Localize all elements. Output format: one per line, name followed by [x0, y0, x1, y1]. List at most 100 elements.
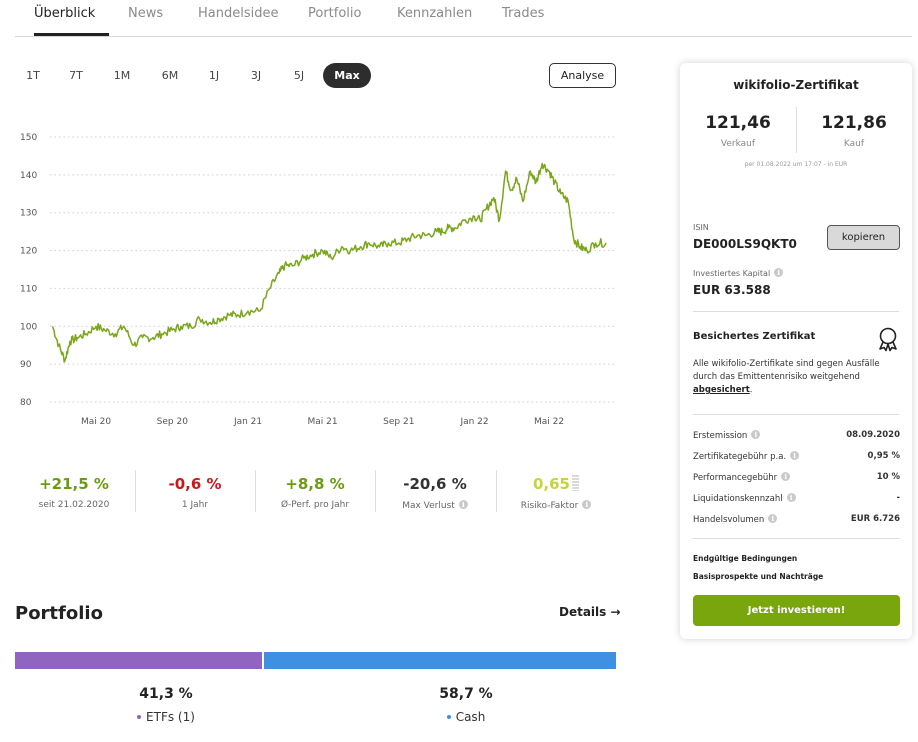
kpi-max-loss: -20,6 % Max Verlust i [375, 475, 495, 511]
x-tick-label: Mai 22 [534, 417, 564, 427]
certificate-card: wikifolio-Zertifikat 121,46 Verkauf 121,… [680, 63, 912, 639]
tab-kennzahlen[interactable]: Kennzahlen [397, 6, 473, 21]
kpi-risk-factor: 0,65 Risiko-Faktor i [496, 475, 616, 511]
kpi-performance-annual: +8,8 % Ø-Perf. pro Jahr [255, 475, 375, 510]
kpi-value-wrap: 0,65 [496, 475, 616, 493]
range-1t[interactable]: 1T [26, 69, 40, 82]
card-divider [693, 538, 899, 539]
active-tab-indicator [34, 33, 109, 36]
range-max[interactable]: Max [323, 63, 371, 88]
info-row-label-wrap: Erstemission i [693, 430, 761, 441]
allocation-label-etfs: ETFs (1) [88, 710, 244, 724]
isin-value: DE000LS9QKT0 [693, 237, 797, 251]
kpi-label: 1 Jahr [181, 500, 209, 510]
allocation-percent-etfs: 41,3 % [139, 686, 193, 702]
info-row-value: 08.09.2020 [846, 430, 900, 440]
info-row-handelsvolumen: Handelsvolumen i EUR 6.726 [693, 514, 900, 526]
y-tick-label: 120 [20, 247, 37, 257]
tab-trades[interactable]: Trades [502, 6, 545, 21]
buy-price-box: 121,86 Kauf [796, 113, 912, 149]
capital-label-wrap: Investiertes Kapital i [693, 268, 784, 278]
kpi-label: Ø-Perf. pro Jahr [280, 500, 350, 510]
secured-text-body: Alle wikifolio-Zertifikate sind gegen Au… [693, 359, 880, 382]
range-3j[interactable]: 3J [250, 69, 262, 82]
x-tick-label: Mai 21 [307, 417, 337, 427]
kpi-divider [375, 470, 376, 512]
kpi-performance-1y: -0,6 % 1 Jahr [135, 475, 255, 510]
allocation-label-cash: Cash [388, 710, 544, 724]
info-row-label: Erstemission [693, 431, 748, 441]
kpi-divider [496, 470, 497, 512]
info-row-label: Handelsvolumen [693, 515, 765, 525]
allocation-percent-cash: 58,7 % [439, 686, 493, 702]
range-1j[interactable]: 1J [208, 69, 220, 82]
copy-isin-button[interactable]: kopieren [827, 225, 900, 250]
info-row-label: Liquidationskennzahl [693, 494, 783, 504]
y-tick-label: 150 [20, 133, 37, 143]
info-icon[interactable]: i [751, 430, 761, 439]
info-icon[interactable]: i [781, 472, 791, 481]
info-row-label-wrap: Performancegebühr i [693, 472, 791, 483]
allocation-label-text: Cash [455, 710, 486, 724]
x-tick-label: Sep 20 [157, 417, 189, 427]
range-6m[interactable]: 6M [161, 69, 179, 82]
secured-text-end: . [749, 385, 753, 395]
series-line [51, 162, 607, 363]
x-tick-label: Jan 21 [233, 417, 262, 427]
info-row-label: Performancegebühr [693, 473, 778, 483]
kpi-value: -20,6 % [403, 475, 467, 493]
sell-label: Verkauf [720, 139, 756, 149]
allocation-bar-cash[interactable] [264, 652, 616, 669]
kpi-label-wrap: Max Verlust i [375, 500, 495, 511]
price-timestamp: per 01.08.2022 um 17:07 - in EUR [744, 161, 848, 168]
range-5j[interactable]: 5J [293, 69, 305, 82]
tab-news[interactable]: News [128, 6, 164, 21]
info-icon[interactable]: i [790, 451, 800, 460]
range-1m[interactable]: 1M [113, 69, 131, 82]
base-prospectus-link[interactable]: Basisprospekte und Nachträge [693, 572, 824, 581]
y-tick-label: 80 [20, 398, 32, 408]
secured-title: Besichertes Zertifikat [693, 331, 816, 342]
info-row-label-wrap: Handelsvolumen i [693, 514, 778, 525]
kpi-divider [255, 470, 256, 512]
analyse-button[interactable]: Analyse [549, 63, 616, 88]
card-divider [693, 311, 899, 312]
secured-link[interactable]: abgesichert [693, 385, 750, 395]
y-tick-label: 100 [20, 322, 37, 332]
card-title: wikifolio-Zertifikat [733, 78, 859, 92]
x-tick-label: Mai 20 [81, 417, 111, 427]
performance-chart[interactable]: 150 140 130 120 110 100 90 80 Mai 20 Sep 20 Jan 21… [0, 120, 640, 430]
kpi-value: -0,6 % [168, 475, 222, 493]
info-row-label: Zertifikategebühr p.a. [693, 452, 787, 462]
info-icon[interactable]: i [774, 268, 784, 277]
invest-now-button[interactable]: Jetzt investieren! [693, 595, 900, 626]
sell-price-box: 121,46 Verkauf [680, 113, 796, 149]
kpi-label: Risiko-Faktor [520, 501, 579, 511]
y-tick-label: 130 [20, 209, 37, 219]
card-divider [693, 414, 899, 415]
info-row-liquidationskennzahl: Liquidationskennzahl i - [693, 493, 900, 505]
info-icon[interactable]: i [786, 493, 796, 502]
isin-label: ISIN [693, 223, 709, 232]
final-terms-link[interactable]: Endgültige Bedingungen [693, 554, 798, 563]
tab-portfolio[interactable]: Portfolio [308, 6, 362, 21]
range-7t[interactable]: 7T [69, 69, 83, 82]
legend-dot [446, 715, 451, 719]
info-row-value: EUR 6.726 [850, 514, 900, 524]
price-divider [796, 107, 797, 153]
portfolio-title: Portfolio [15, 603, 103, 624]
buy-label: Kauf [843, 139, 865, 149]
y-tick-label: 90 [20, 360, 32, 370]
tab-handelsidee[interactable]: Handelsidee [198, 6, 279, 21]
kpi-label: seit 21.02.2020 [38, 500, 110, 510]
secured-text: Alle wikifolio-Zertifikate sind gegen Au… [693, 358, 893, 397]
info-icon[interactable]: i [768, 514, 778, 523]
tab-ueberblick[interactable]: Überblick [34, 6, 96, 21]
allocation-bar-etfs[interactable] [15, 652, 262, 669]
info-icon[interactable]: i [458, 500, 468, 509]
info-icon[interactable]: i [582, 500, 592, 509]
portfolio-details-link[interactable]: Details → [559, 605, 621, 619]
allocation-label-text: ETFs (1) [146, 710, 195, 724]
capital-label: Investiertes Kapital [693, 269, 771, 278]
info-row-value: - [896, 493, 900, 503]
